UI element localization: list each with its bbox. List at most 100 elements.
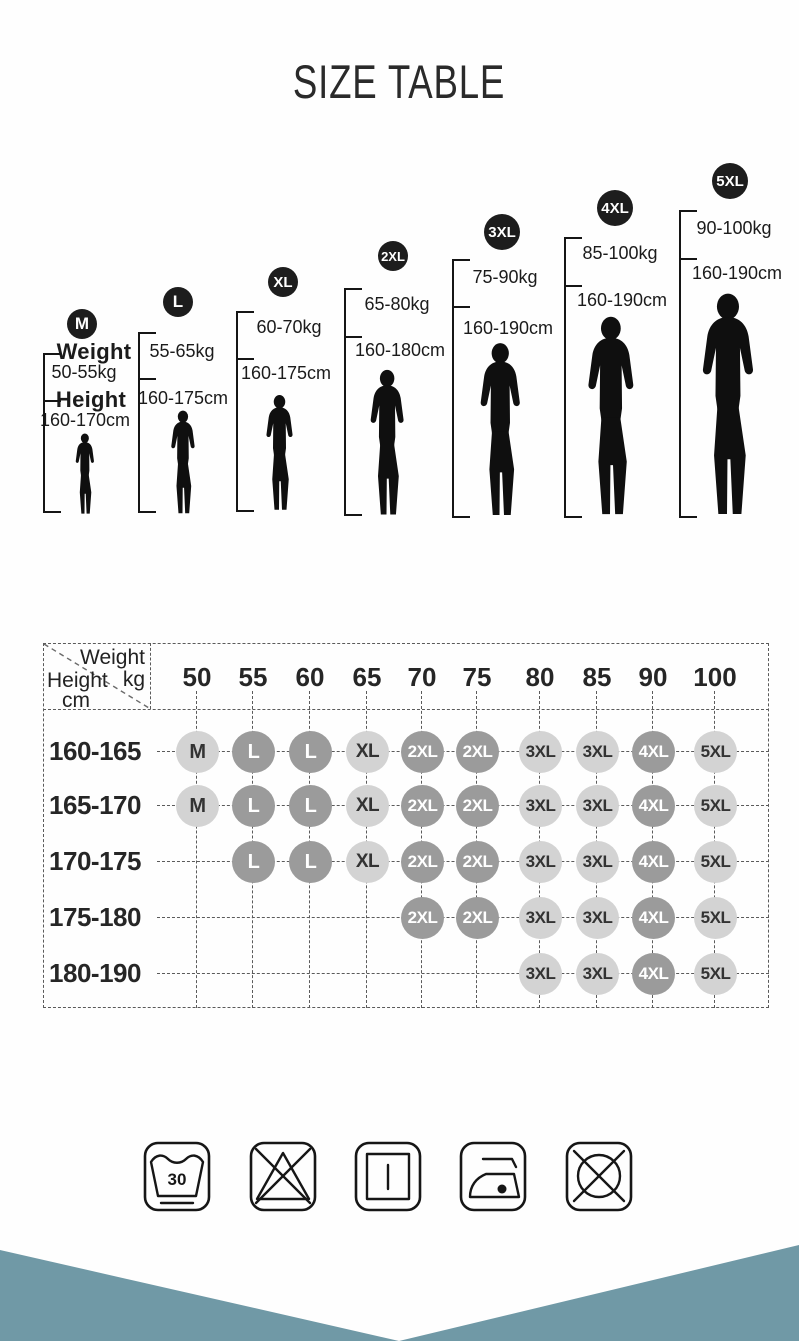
size-cell: 3XL: [519, 953, 562, 995]
size-cell: 3XL: [576, 953, 619, 995]
size-cell: 5XL: [694, 731, 737, 773]
size-cell: XL: [346, 841, 389, 883]
size-cell: 2XL: [456, 731, 499, 773]
line-dry-icon: [353, 1138, 423, 1214]
size-cell: 5XL: [694, 785, 737, 827]
corner-diagonal-line: [43, 643, 150, 709]
measure-bracket: [138, 332, 157, 513]
size-badge: 2XL: [378, 241, 408, 271]
weight-column-header: 65: [352, 662, 382, 692]
height-label: Height: [55, 387, 127, 412]
person-silhouette: [160, 410, 205, 515]
person-silhouette: [67, 433, 102, 515]
size-cell: 2XL: [456, 841, 499, 883]
weight-label: Weight: [56, 339, 132, 364]
size-badge: 5XL: [712, 163, 748, 199]
weight-range: 60-70kg: [256, 317, 322, 337]
do-not-tumble-dry-icon: [564, 1138, 634, 1214]
weight-range: 55-65kg: [149, 341, 215, 361]
size-cell: 2XL: [401, 841, 444, 883]
size-cell: 4XL: [632, 841, 675, 883]
person-silhouette: [679, 292, 775, 518]
size-badge: 3XL: [484, 214, 520, 250]
corner-weight-label: Weight: [80, 646, 145, 669]
size-cell: M: [176, 731, 219, 773]
weight-column-header: 60: [295, 662, 325, 692]
weight-column-header: 75: [462, 662, 492, 692]
size-cell: L: [232, 841, 275, 883]
page-title: SIZE TABLE: [293, 55, 506, 108]
weight-column-header: 80: [525, 662, 555, 692]
size-cell: 4XL: [632, 731, 675, 773]
height-range: 160-180cm: [354, 340, 446, 360]
person-silhouette: [355, 368, 418, 518]
size-cell: 5XL: [694, 953, 737, 995]
measure-bracket: [564, 237, 583, 518]
measure-bracket: [452, 259, 471, 518]
machine-wash-30-icon: 30: [142, 1138, 212, 1214]
do-not-bleach-icon: [248, 1138, 318, 1214]
size-cell: 3XL: [576, 897, 619, 939]
size-cell: 4XL: [632, 785, 675, 827]
weight-column-header: 90: [638, 662, 668, 692]
weight-column-header: 50: [182, 662, 212, 692]
size-cell: L: [289, 841, 332, 883]
height-range: 160-190cm: [462, 318, 554, 338]
weight-range: 85-100kg: [582, 243, 658, 263]
table-border: [43, 643, 769, 1008]
size-cell: 4XL: [632, 897, 675, 939]
weight-range: 75-90kg: [472, 267, 538, 287]
height-range: 160-170cm: [39, 410, 131, 430]
size-cell: 3XL: [576, 841, 619, 883]
size-cell: 2XL: [401, 731, 444, 773]
person-silhouette: [567, 315, 653, 518]
measure-bracket: [236, 311, 255, 512]
size-cell: L: [289, 731, 332, 773]
weight-column-header: 100: [693, 662, 737, 692]
size-cell: 2XL: [456, 897, 499, 939]
height-row-label: 160-165: [49, 736, 141, 766]
size-badge: XL: [268, 267, 298, 297]
size-cell: 3XL: [576, 731, 619, 773]
header-separator-line: [43, 709, 769, 710]
size-cell: L: [289, 785, 332, 827]
size-badge: L: [163, 287, 193, 317]
size-cell: 2XL: [456, 785, 499, 827]
height-range: 160-190cm: [576, 290, 668, 310]
person-silhouette: [254, 390, 304, 516]
size-cell: XL: [346, 731, 389, 773]
iron-one-dot-icon: [458, 1138, 528, 1214]
size-cell: 5XL: [694, 841, 737, 883]
size-badge: M: [67, 309, 97, 339]
measure-bracket: [344, 288, 363, 516]
corner-kg-unit: kg: [122, 668, 145, 691]
measure-bracket: [43, 353, 62, 513]
size-cell: L: [232, 785, 275, 827]
measure-bracket: [679, 210, 698, 518]
weight-range: 50-55kg: [51, 362, 117, 382]
size-cell: 3XL: [519, 731, 562, 773]
person-silhouette: [462, 342, 537, 518]
size-cell: 3XL: [519, 785, 562, 827]
height-row-label: 165-170: [49, 790, 141, 820]
height-row-label: 175-180: [49, 902, 141, 932]
corner-cell-border: [150, 643, 151, 709]
size-badge: 4XL: [597, 190, 633, 226]
height-range: 160-175cm: [240, 363, 332, 383]
size-cell: 3XL: [519, 841, 562, 883]
size-cell: XL: [346, 785, 389, 827]
size-cell: M: [176, 785, 219, 827]
height-row-label: 180-190: [49, 958, 141, 988]
grid-line-vertical: [196, 691, 197, 1008]
height-row-label: 170-175: [49, 846, 141, 876]
weight-column-header: 70: [407, 662, 437, 692]
height-range: 160-190cm: [691, 263, 783, 283]
height-range: 160-175cm: [137, 388, 229, 408]
size-cell: 3XL: [576, 785, 619, 827]
size-cell: 3XL: [519, 897, 562, 939]
weight-column-header: 85: [582, 662, 612, 692]
size-cell: 4XL: [632, 953, 675, 995]
size-cell: 2XL: [401, 897, 444, 939]
grid-line-horizontal: [157, 973, 769, 974]
